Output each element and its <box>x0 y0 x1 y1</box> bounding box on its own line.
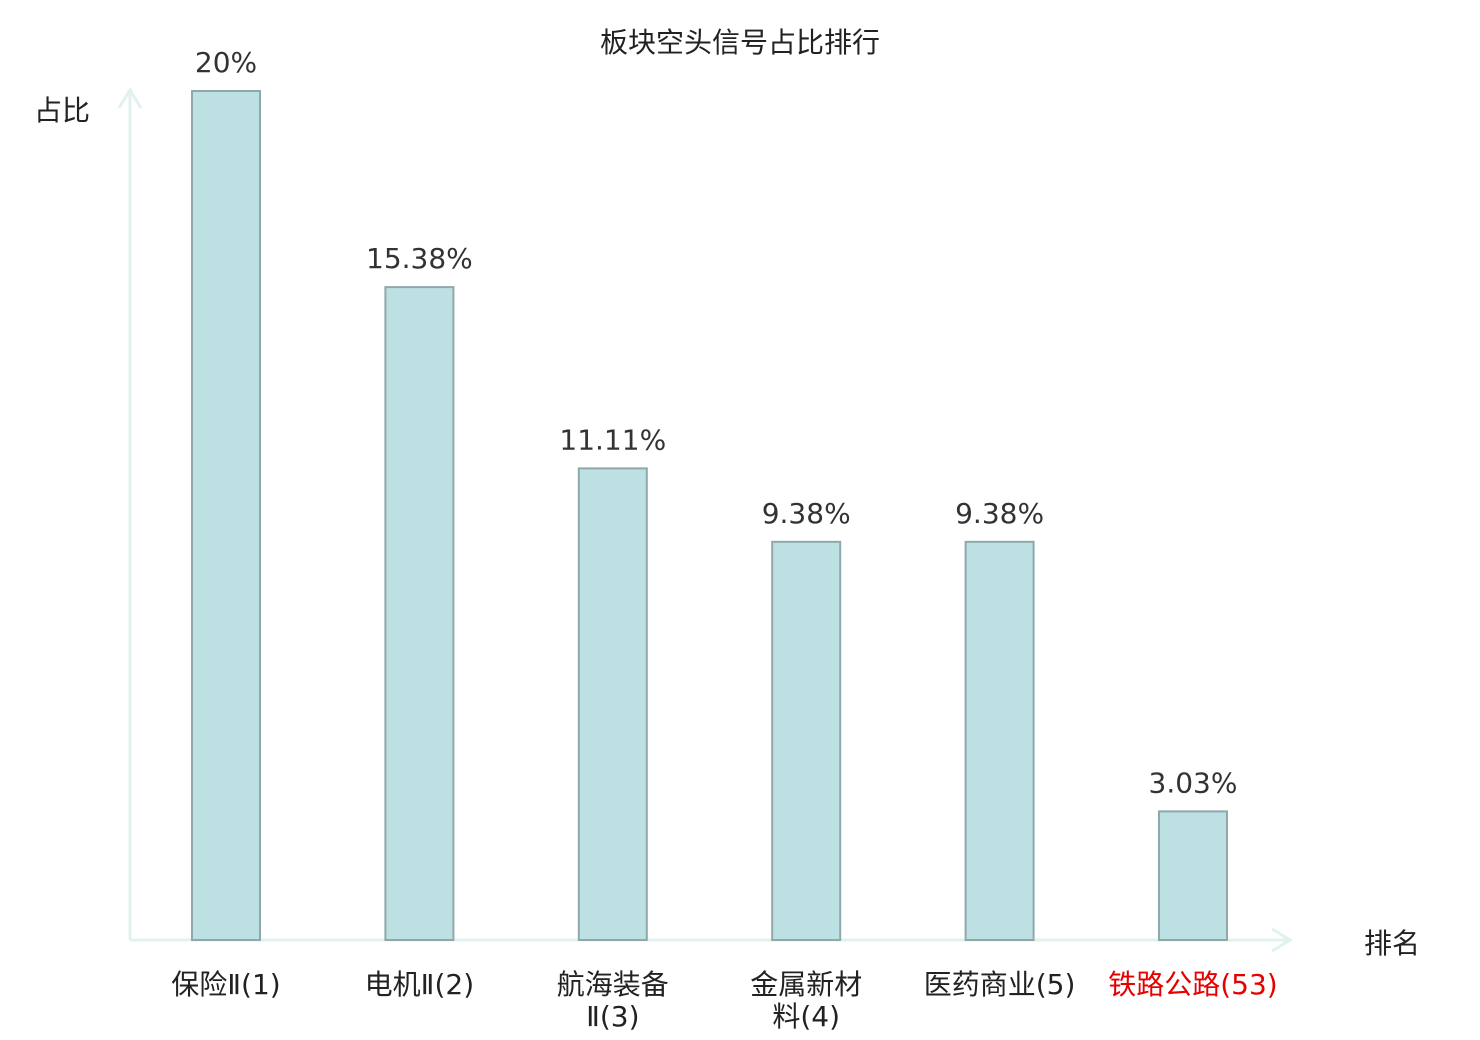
value-labels-group: 20% 15.38% 11.11% 9.38% 9.38% 3.03% <box>195 46 1238 799</box>
category-label-5: 医药商业(5) <box>924 968 1076 1001</box>
category-label-6: 铁路公路(53) <box>1108 968 1277 1001</box>
category-label-2: 电机Ⅱ(2) <box>365 968 474 1001</box>
x-axis-label: 排名 <box>1364 927 1420 960</box>
bar-4 <box>771 540 842 941</box>
value-label-3: 11.11% <box>559 423 666 456</box>
category-label-3-line-2: Ⅱ(3) <box>586 1000 639 1033</box>
bar-6 <box>1158 810 1228 942</box>
value-label-6: 3.03% <box>1149 766 1238 799</box>
bars-group <box>191 90 1228 942</box>
bar-5 <box>964 540 1035 941</box>
value-label-4: 9.38% <box>762 497 851 530</box>
category-label-4-line-1: 金属新材 <box>750 968 862 1001</box>
bar-1 <box>191 90 261 941</box>
x-axis <box>130 927 1293 953</box>
value-label-5: 9.38% <box>955 497 1044 530</box>
bar-2 <box>384 286 455 941</box>
value-label-1: 20% <box>195 46 257 79</box>
category-label-1: 保险Ⅱ(1) <box>171 968 280 1001</box>
bar-3 <box>577 467 648 941</box>
y-axis-label: 占比 <box>34 94 90 127</box>
chart-title: 板块空头信号占比排行 <box>600 26 880 59</box>
value-label-2: 15.38% <box>366 242 473 275</box>
category-label-3-line-1: 航海装备 <box>557 968 669 1001</box>
category-label-4-line-2: 料(4) <box>772 1000 840 1033</box>
y-axis <box>117 87 143 940</box>
